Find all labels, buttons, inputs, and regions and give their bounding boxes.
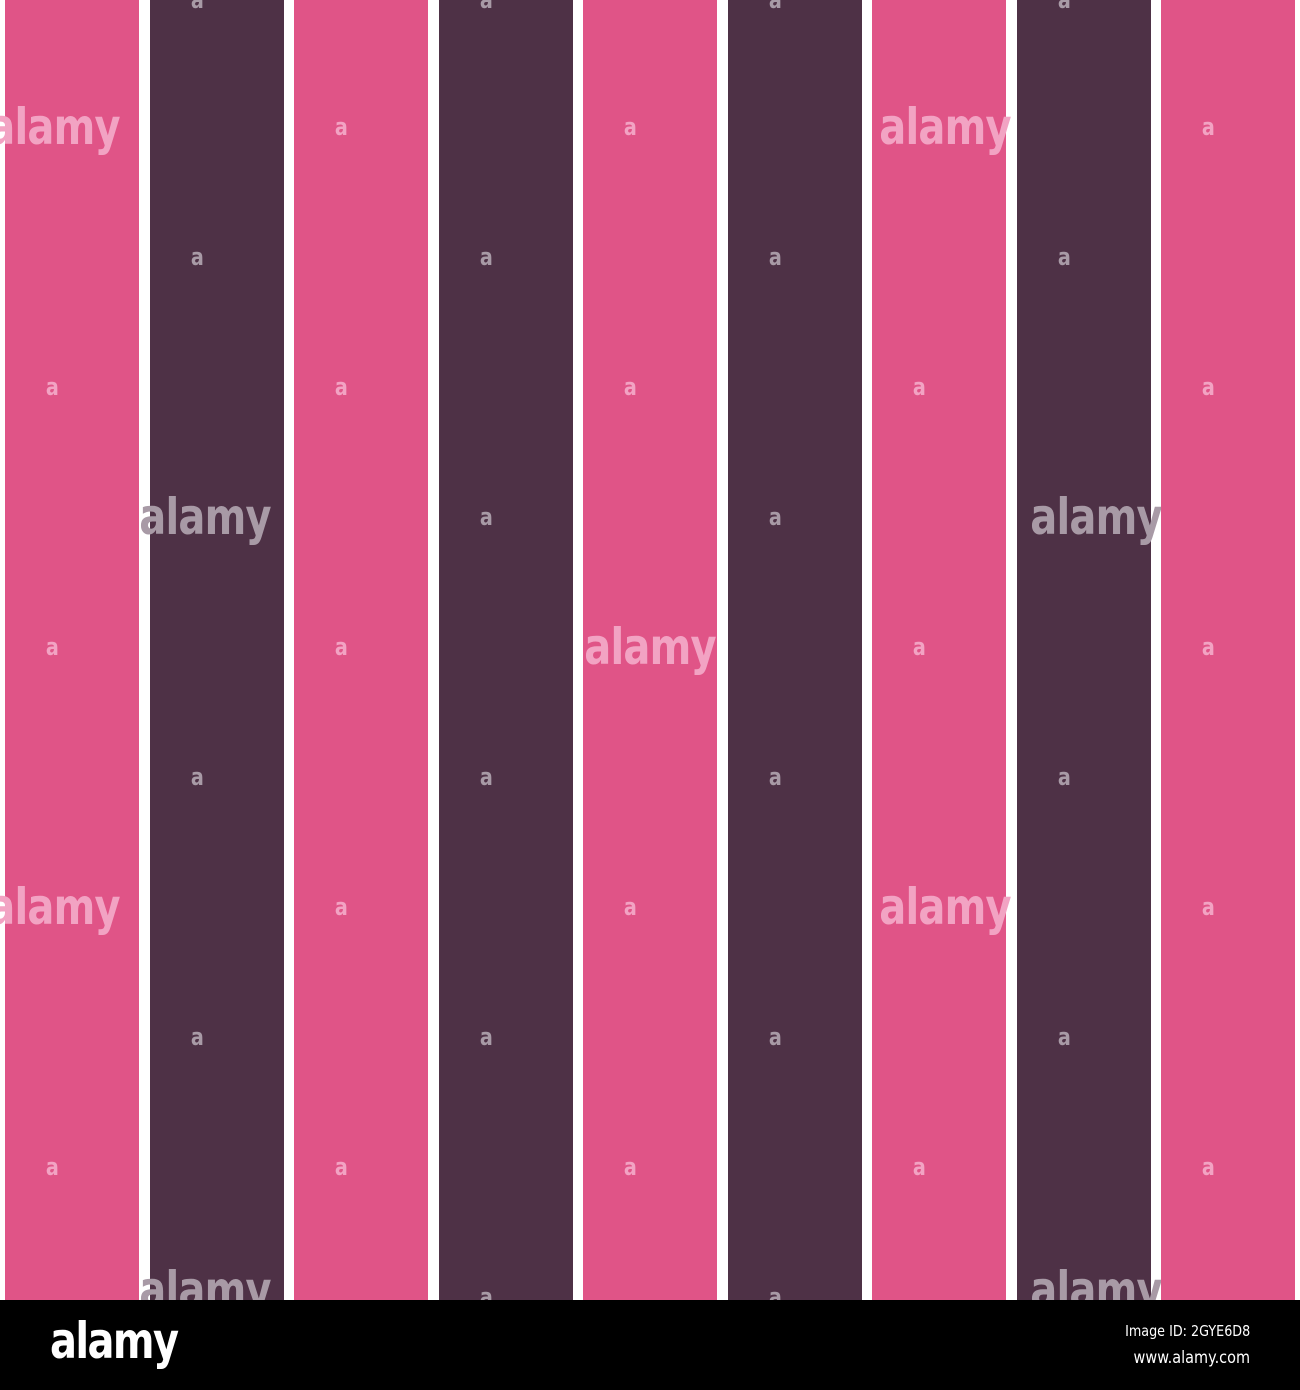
watermark: alamy bbox=[1030, 1261, 1162, 1300]
watermark: a bbox=[190, 243, 204, 271]
alamy-logo: alamy bbox=[50, 1312, 179, 1370]
stripe-pink bbox=[294, 0, 428, 1300]
stripe-plum bbox=[150, 0, 284, 1300]
watermark: alamy bbox=[879, 98, 1011, 156]
watermark: a bbox=[334, 893, 348, 921]
watermark: a bbox=[479, 243, 493, 271]
watermark: alamy bbox=[879, 878, 1011, 936]
watermark: alamy bbox=[0, 878, 121, 936]
stripe-plum bbox=[1017, 0, 1151, 1300]
watermark: a bbox=[479, 0, 493, 14]
watermark: a bbox=[768, 243, 782, 271]
watermark: a bbox=[190, 763, 204, 791]
watermark: a bbox=[1201, 633, 1215, 661]
watermark: a bbox=[334, 633, 348, 661]
watermark: a bbox=[479, 1023, 493, 1051]
watermark: a bbox=[912, 1153, 926, 1181]
watermark: a bbox=[768, 0, 782, 14]
watermark: a bbox=[1201, 113, 1215, 141]
striped-pattern: alamy a a alamy a a a alamy a a alamy a a a a a a a a a a a a a… bbox=[0, 0, 1295, 1300]
watermark: a bbox=[334, 373, 348, 401]
watermark: a bbox=[1057, 1023, 1071, 1051]
stripe-pink bbox=[872, 0, 1006, 1300]
image-id-label: Image ID: 2GYE6D8 bbox=[1124, 1322, 1250, 1340]
watermark: alamy bbox=[139, 488, 271, 546]
stripe-pink bbox=[1161, 0, 1295, 1300]
watermark: alamy bbox=[584, 618, 716, 676]
watermark: a bbox=[190, 0, 204, 14]
watermark: a bbox=[623, 373, 637, 401]
watermark: a bbox=[45, 373, 59, 401]
watermark: a bbox=[768, 503, 782, 531]
footer-bar: alamy Image ID: 2GYE6D8 www.alamy.com bbox=[0, 1300, 1300, 1390]
watermark: a bbox=[1057, 243, 1071, 271]
stripe-pink bbox=[5, 0, 139, 1300]
watermark: a bbox=[479, 763, 493, 791]
watermark: a bbox=[912, 633, 926, 661]
watermark: a bbox=[768, 763, 782, 791]
watermark: a bbox=[768, 1023, 782, 1051]
watermark: a bbox=[1057, 763, 1071, 791]
watermark: a bbox=[45, 1153, 59, 1181]
watermark: a bbox=[1201, 1153, 1215, 1181]
watermark: a bbox=[912, 373, 926, 401]
watermark: a bbox=[45, 633, 59, 661]
watermark: alamy bbox=[1030, 488, 1162, 546]
watermark: a bbox=[1201, 373, 1215, 401]
watermark: a bbox=[190, 1023, 204, 1051]
watermark: a bbox=[479, 1283, 493, 1300]
watermark: a bbox=[1057, 0, 1071, 14]
website-url: www.alamy.com bbox=[1133, 1348, 1250, 1368]
watermark: a bbox=[334, 113, 348, 141]
watermark: a bbox=[623, 1153, 637, 1181]
watermark: a bbox=[334, 1153, 348, 1181]
watermark: alamy bbox=[0, 98, 121, 156]
watermark: a bbox=[768, 1283, 782, 1300]
watermark: a bbox=[623, 893, 637, 921]
watermark: a bbox=[623, 113, 637, 141]
stripe-plum bbox=[728, 0, 862, 1300]
stripe-pink bbox=[583, 0, 717, 1300]
watermark: alamy bbox=[139, 1261, 271, 1300]
watermark: a bbox=[1201, 893, 1215, 921]
watermark: a bbox=[479, 503, 493, 531]
stripe-plum bbox=[439, 0, 573, 1300]
